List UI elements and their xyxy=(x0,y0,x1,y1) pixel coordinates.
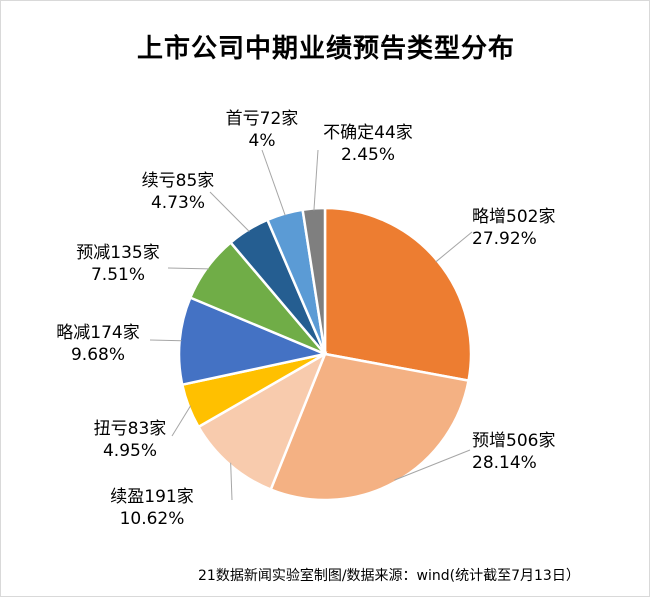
slice-label: 扭亏83家 xyxy=(94,419,167,439)
slice-percent-label: 28.14% xyxy=(472,453,537,473)
source-note: 21数据新闻实验室制图/数据来源：wind(统计截至7月13日） xyxy=(198,568,580,584)
leader-line xyxy=(230,462,233,501)
slice-label: 预减135家 xyxy=(76,243,159,263)
slice-label: 略减174家 xyxy=(56,323,139,343)
leader-line xyxy=(261,149,286,216)
slice-percent-label: 4.95% xyxy=(103,441,157,461)
slice-label: 续亏85家 xyxy=(142,171,215,191)
slice-percent-label: 7.51% xyxy=(91,265,145,285)
pie-slice xyxy=(269,352,471,502)
slice-label: 略增502家 xyxy=(472,207,555,227)
leader-line xyxy=(435,231,473,263)
chart-title: 上市公司中期业绩预告类型分布 xyxy=(136,34,515,64)
slice-label: 预增506家 xyxy=(472,431,555,451)
leader-line xyxy=(313,149,319,211)
slice-label: 首亏72家 xyxy=(226,109,299,129)
slice-label: 续盈191家 xyxy=(110,487,193,507)
pie-slice xyxy=(196,351,328,492)
leader-line xyxy=(394,449,471,481)
slice-percent-label: 9.68% xyxy=(71,345,125,365)
slice-percent-label: 27.92% xyxy=(472,229,537,249)
slice-percent-label: 4% xyxy=(249,131,276,151)
leader-line xyxy=(149,339,182,342)
slice-percent-label: 10.62% xyxy=(120,509,185,529)
leader-line xyxy=(167,267,209,270)
pie-slice xyxy=(323,206,473,383)
slice-percent-label: 2.45% xyxy=(341,145,395,165)
slice-percent-label: 4.73% xyxy=(151,193,205,213)
leader-line xyxy=(209,191,250,232)
leader-line xyxy=(171,405,192,437)
slice-label: 不确定44家 xyxy=(323,123,413,143)
